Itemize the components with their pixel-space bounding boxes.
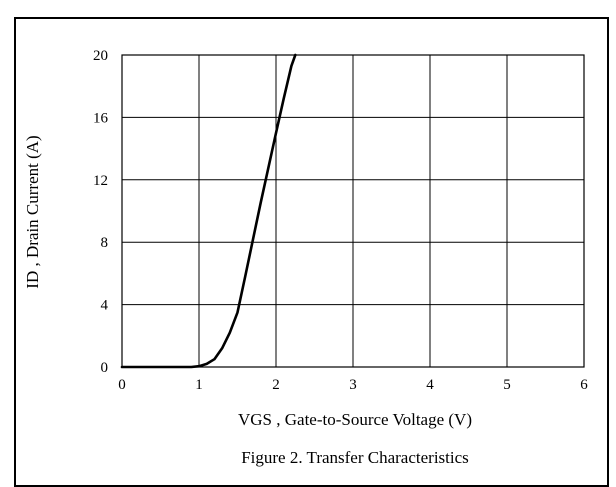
y-axis-label: ID , Drain Current (A) [23,135,42,288]
figure-caption: Figure 2. Transfer Characteristics [241,448,469,467]
x-tick-label: 0 [118,377,126,393]
series-line-drain-current [120,53,297,369]
y-tick-labels: 0 4 8 12 16 20 [93,48,109,376]
x-tick-labels: 0 1 2 3 4 5 6 [118,377,588,393]
chart-frame [14,17,609,487]
y-tick-label: 4 [101,298,109,314]
x-tick-label: 1 [195,377,203,393]
x-axis-label: VGS , Gate-to-Source Voltage (V) [238,410,472,429]
plot-area-border [121,54,585,368]
y-tick-label: 8 [101,235,109,251]
x-tick-label: 2 [272,377,280,393]
x-tick-label: 6 [580,377,588,393]
grid-lines [121,54,585,368]
y-tick-label: 20 [93,48,108,64]
x-tick-label: 4 [426,377,434,393]
x-tick-label: 5 [503,377,511,393]
x-tick-label: 3 [349,377,357,393]
y-tick-label: 0 [101,360,109,376]
y-tick-label: 16 [93,110,109,126]
y-tick-label: 12 [93,173,108,189]
